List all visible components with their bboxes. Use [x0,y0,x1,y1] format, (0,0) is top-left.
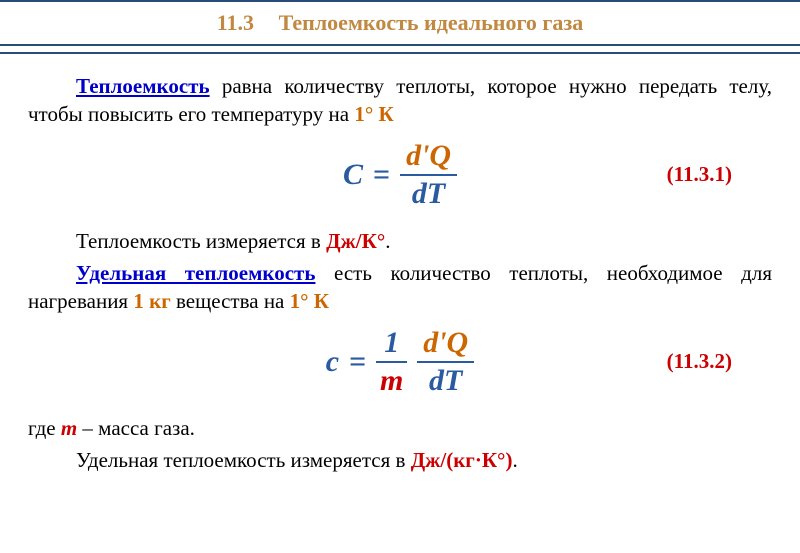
where-var: m [61,416,77,440]
units1-dot: . [385,229,390,253]
content-area: Теплоемкость равна количеству теплоты, к… [0,72,800,474]
units-paragraph-1: Теплоемкость измеряется в Дж/К°. [28,227,772,255]
section-title: Теплоемкость идеального газа [279,10,584,35]
eq1-equals: = [373,158,390,192]
equation-1: C = d'Q dT [343,141,457,209]
units2-text: Удельная теплоемкость измеряется в [76,448,411,472]
divider [0,52,800,54]
def1-temp: 1° К [354,102,393,126]
units2-dot: . [512,448,517,472]
eq1-fraction: d'Q dT [400,141,457,209]
definition-paragraph-1: Теплоемкость равна количеству теплоты, к… [28,72,772,129]
eq1-label: (11.3.1) [667,162,732,187]
equation-2: c = 1 m d'Q dT [326,328,474,396]
def2-temp: 1° К [290,289,329,313]
units2-unit: Дж/(кг·К°) [411,448,513,472]
def2-text2: вещества на [171,289,290,313]
eq2-f2-den: dT [429,363,462,396]
where-text1: где [28,416,61,440]
eq1-numerator: d'Q [400,141,457,176]
eq2-f2-num: d'Q [417,328,474,363]
definition-paragraph-2: Удельная теплоемкость есть количество те… [28,259,772,316]
eq2-fraction-1: 1 m [376,328,407,396]
eq2-f1-num: 1 [376,328,407,363]
eq2-f1-den: m [380,363,403,396]
where-text2: – масса газа. [77,416,195,440]
equation-1-row: C = d'Q dT (11.3.1) [28,141,772,209]
section-header: 11.3 Теплоемкость идеального газа [0,0,800,46]
eq2-lhs: c [326,345,339,379]
eq2-label: (11.3.2) [667,349,732,374]
def2-mass: 1 кг [133,289,170,313]
units1-unit: Дж/К° [326,229,385,253]
term-specific-heat: Удельная теплоемкость [76,261,315,285]
section-number: 11.3 [217,10,254,35]
eq2-equals: = [349,345,366,379]
eq2-fraction-2: d'Q dT [417,328,474,396]
where-paragraph: где m – масса газа. [28,414,772,442]
units-paragraph-2: Удельная теплоемкость измеряется в Дж/(к… [28,446,772,474]
equation-2-row: c = 1 m d'Q dT (11.3.2) [28,328,772,396]
units1-text: Теплоемкость измеряется в [76,229,326,253]
term-heat-capacity: Теплоемкость [76,74,210,98]
eq1-lhs: C [343,158,363,192]
eq1-denominator: dT [412,176,445,209]
